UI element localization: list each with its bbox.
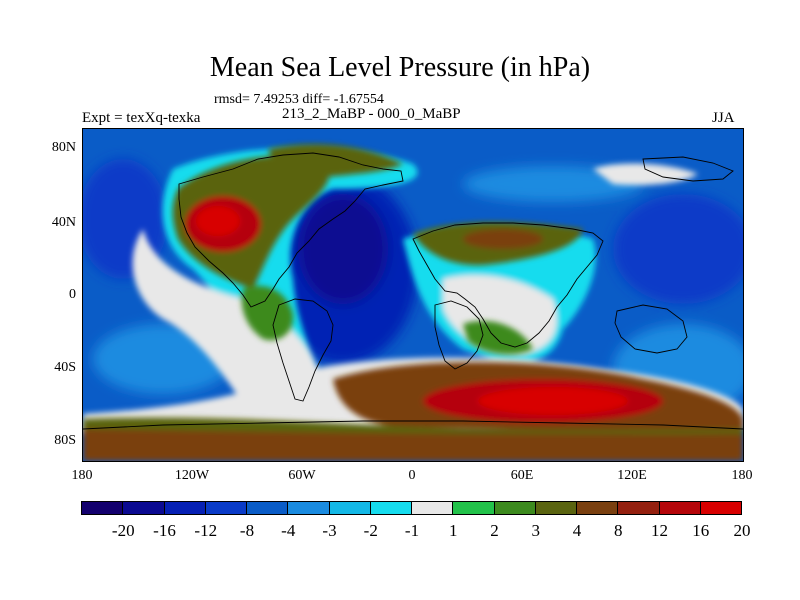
colorbar-tick-label: -12 [194, 521, 218, 540]
colorbar-swatch [328, 501, 371, 515]
colorbar-swatch [534, 501, 577, 515]
subtitle: 213_2_MaBP - 000_0_MaBP [282, 106, 461, 122]
plot-title: Mean Sea Level Pressure (in hPa) [209, 52, 591, 83]
colorbar-tick-label: 3 [531, 521, 541, 540]
lon-label-180-east: 180 [731, 468, 753, 483]
colorbar [81, 501, 742, 515]
lon-label-120e: 120E [617, 468, 647, 483]
colorbar-tick-label: -4 [281, 521, 296, 540]
colorbar-tick-label: 12 [651, 521, 668, 540]
coastline-outline [83, 152, 743, 430]
colorbar-swatch [246, 501, 289, 515]
lat-label-0: 0 [69, 287, 76, 302]
season-label: JJA [712, 110, 735, 126]
colorbar-swatch [617, 501, 660, 515]
lat-label-80n: 80N [51, 140, 76, 155]
colorbar-tick-label: 20 [733, 521, 751, 540]
lat-label-80s: 80S [54, 433, 76, 448]
colorbar-tick-label: 4 [572, 521, 582, 540]
lon-label-60e: 60E [510, 468, 534, 483]
stats-text: rmsd= 7.49253 diff= -1.67554 [214, 92, 384, 107]
colorbar-swatch [658, 501, 701, 515]
colorbar-tick-label: -1 [404, 521, 420, 540]
pressure-field-map [83, 129, 743, 461]
colorbar-tick-label: -2 [363, 521, 378, 540]
colorbar-swatch [122, 501, 165, 515]
colorbar-swatch [369, 501, 412, 515]
colorbar-swatch [493, 501, 536, 515]
experiment-label: Expt = texXq-texka [82, 110, 201, 126]
colorbar-swatch [411, 501, 454, 515]
colorbar-tick-label: -16 [153, 521, 176, 540]
colorbar-swatch [452, 501, 495, 515]
colorbar-tick-label: 8 [614, 521, 623, 540]
colorbar-swatch [163, 501, 206, 515]
lat-label-40s: 40S [54, 360, 76, 375]
colorbar-swatch [204, 501, 247, 515]
colorbar-tick-label: -8 [239, 521, 255, 540]
colorbar-tick-label: -3 [322, 521, 337, 540]
map-panel [82, 128, 744, 462]
lon-label-60w: 60W [288, 468, 316, 483]
colorbar-swatch [287, 501, 330, 515]
colorbar-tick-label: -20 [111, 521, 135, 540]
colorbar-tick-label: 2 [490, 521, 499, 540]
colorbar-tick-label: 16 [692, 521, 710, 540]
colorbar-tick-label: 1 [449, 521, 458, 540]
lon-label-120w: 120W [174, 468, 210, 483]
lon-label-180-west: 180 [71, 468, 93, 483]
colorbar-swatch [699, 501, 742, 515]
colorbar-swatch [81, 501, 124, 515]
colorbar-swatch [576, 501, 619, 515]
lat-label-40n: 40N [51, 215, 76, 230]
lon-label-0: 0 [408, 468, 416, 483]
